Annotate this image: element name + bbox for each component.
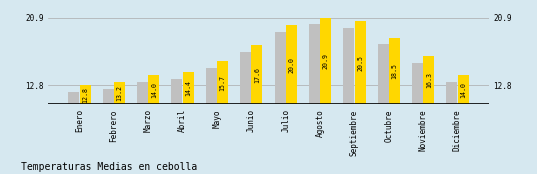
Text: Temperaturas Medias en cebolla: Temperaturas Medias en cebolla [21, 162, 198, 172]
Bar [274, 32, 286, 104]
Text: 20.9: 20.9 [323, 53, 329, 69]
Bar [79, 85, 91, 104]
Bar [217, 61, 228, 104]
Bar [251, 45, 263, 104]
Text: 12.8: 12.8 [82, 87, 88, 103]
Bar [286, 25, 297, 104]
Bar [206, 68, 217, 104]
Text: 20.5: 20.5 [357, 55, 363, 71]
Text: 20.0: 20.0 [288, 57, 294, 73]
Text: 14.0: 14.0 [151, 82, 157, 98]
Bar [378, 44, 389, 104]
Bar [343, 28, 354, 104]
Bar [412, 63, 423, 104]
Bar [148, 75, 159, 104]
Bar [309, 25, 320, 104]
Bar [389, 38, 400, 104]
Text: 14.0: 14.0 [460, 82, 466, 98]
Bar [103, 89, 114, 104]
Bar [114, 82, 125, 104]
Text: 15.7: 15.7 [220, 75, 226, 91]
Bar [240, 52, 251, 104]
Bar [458, 75, 469, 104]
Bar [320, 18, 331, 104]
Bar [68, 92, 79, 104]
Text: 14.4: 14.4 [185, 80, 191, 96]
Bar [183, 72, 194, 104]
Text: 13.2: 13.2 [117, 85, 122, 101]
Bar [137, 82, 148, 104]
Text: 18.5: 18.5 [391, 63, 397, 79]
Text: 16.3: 16.3 [426, 72, 432, 88]
Bar [446, 82, 458, 104]
Bar [354, 21, 366, 104]
Text: 17.6: 17.6 [254, 67, 260, 83]
Bar [171, 79, 183, 104]
Bar [423, 56, 434, 104]
